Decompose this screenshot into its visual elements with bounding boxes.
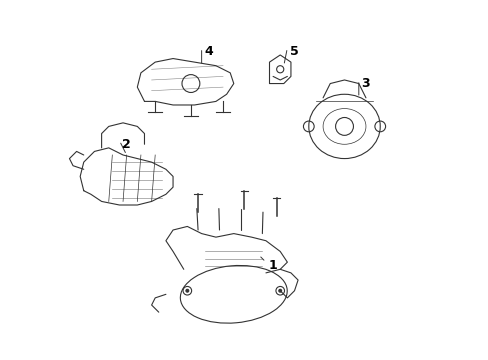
Text: 4: 4 bbox=[204, 45, 213, 58]
Text: 2: 2 bbox=[122, 138, 131, 151]
Circle shape bbox=[278, 289, 281, 292]
Text: 5: 5 bbox=[289, 45, 298, 58]
Text: 1: 1 bbox=[268, 259, 277, 272]
Circle shape bbox=[185, 289, 188, 292]
Text: 3: 3 bbox=[361, 77, 369, 90]
